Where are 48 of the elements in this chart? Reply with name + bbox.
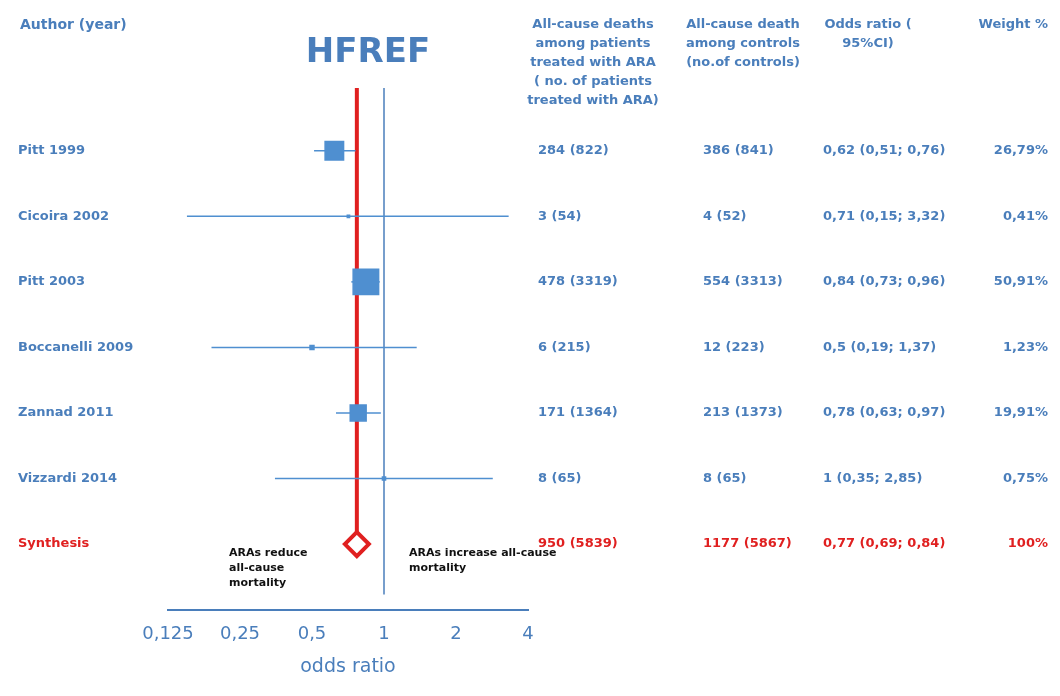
text: 4 (52) xyxy=(703,207,747,223)
text: 171 (1364) xyxy=(538,404,618,420)
annotation: All-cause deaths among patients treated with ARA ( no. of patients treated with ARA) xyxy=(527,15,659,107)
y-tick-label: Cicoira 2002 xyxy=(18,207,109,223)
text: 0,62 (0,51; 0,76) xyxy=(823,142,946,158)
y-tick-label: Pitt 1999 xyxy=(18,142,86,158)
annotation: ARAs reduce all-cause mortality xyxy=(229,546,308,590)
chart-title: HFREF xyxy=(305,29,431,70)
text: 0,71 (0,15; 3,32) xyxy=(823,207,946,223)
x-tick-label: 2 xyxy=(450,622,462,644)
text: 8 (65) xyxy=(703,469,747,485)
text: 3 (54) xyxy=(538,207,582,223)
text: Weight % xyxy=(978,15,1048,31)
text: 0,5 (0,19; 1,37) xyxy=(823,338,937,354)
text: 1177 (5867) xyxy=(703,535,792,551)
x-tick-label: 4 xyxy=(522,622,534,644)
y-tick-label: Pitt 2003 xyxy=(18,273,86,289)
y-axis-title: Author (year) xyxy=(20,15,127,32)
text: 19,91% xyxy=(993,404,1048,420)
text: All-cause death among controls (no.of controls) xyxy=(686,15,801,69)
y-tick-label: Synthesis xyxy=(18,535,90,551)
text: 0,41% xyxy=(1002,207,1048,223)
y-tick-label: Vizzardi 2014 xyxy=(18,469,118,485)
y-tick-label: Zannad 2011 xyxy=(18,404,114,420)
text: 6 (215) xyxy=(538,338,591,354)
y-tick-label: Boccanelli 2009 xyxy=(18,338,134,354)
text: 284 (822) xyxy=(538,142,609,158)
text: Odds ratio ( 95%CI) xyxy=(824,15,912,50)
text: 213 (1373) xyxy=(703,404,783,420)
text: 100% xyxy=(1007,535,1048,551)
text: 8 (65) xyxy=(538,469,582,485)
text: 386 (841) xyxy=(703,142,774,158)
x-tick-label: 0,125 xyxy=(142,622,194,644)
x-axis-title: odds ratio xyxy=(300,653,396,676)
text: 0,77 (0,69; 0,84) xyxy=(823,535,946,551)
x-tick-label: 0,5 xyxy=(297,622,327,644)
text: 1,23% xyxy=(1002,338,1048,354)
text: 554 (3313) xyxy=(703,273,783,289)
text: 12 (223) xyxy=(703,338,765,354)
text: 0,78 (0,63; 0,97) xyxy=(823,404,946,420)
text: 0,84 (0,73; 0,96) xyxy=(823,273,946,289)
text: 26,79% xyxy=(993,142,1048,158)
text: 478 (3319) xyxy=(538,273,618,289)
text: 1 (0,35; 2,85) xyxy=(823,469,923,485)
text: 0,75% xyxy=(1002,469,1048,485)
x-tick-label: 1 xyxy=(378,622,390,644)
text: 50,91% xyxy=(993,273,1048,289)
x-tick-label: 0,25 xyxy=(219,622,261,644)
